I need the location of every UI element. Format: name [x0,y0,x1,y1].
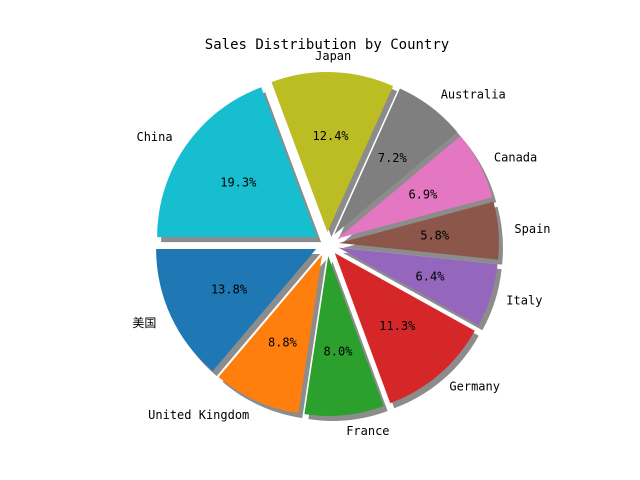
category-label-germany: Germany [449,380,500,394]
category-label-france: France [346,424,389,438]
slice-spain [338,201,499,260]
category-label-italy: Italy [506,294,542,308]
slice-china [157,87,318,238]
percent-label-japan: 12.4% [313,129,350,143]
percent-label-france: 8.0% [324,344,354,358]
category-label-china: China [136,130,172,144]
slice-slice-0 [156,249,317,372]
slice-germany [334,253,475,404]
slice-united-kingdom [218,254,323,414]
category-label-japan: Japan [315,49,351,63]
slice-japan [271,72,394,233]
category-label-canada: Canada [494,151,537,165]
category-labels: 美国 United Kingdom France Germany Italy Spain C… [132,49,550,438]
slice-italy [338,247,498,326]
category-label-united-kingdom: United Kingdom [148,408,249,422]
percent-label-italy: 6.4% [416,269,446,283]
slice-france [304,255,384,416]
percent-label-canada: 6.9% [408,187,438,201]
percent-label-spain: 5.8% [420,229,450,243]
category-label-slice-0: 美国 [132,316,156,330]
slice-canada [337,136,493,239]
percent-label-china: 19.3% [220,175,257,189]
percent-label-germany: 11.3% [379,319,416,333]
slice-australia [334,88,458,235]
percent-label-slice-0: 13.8% [211,282,248,296]
slices [156,72,499,416]
percent-label-united-kingdom: 8.8% [268,335,298,349]
category-label-australia: Australia [441,87,506,101]
percent-labels: 13.8% 8.8% 8.0% 11.3% 6.4% 5.8% 6.9% 7.2% 12.4% 1… [211,129,450,358]
chart-title: Sales Distribution by Country [205,37,449,53]
percent-label-australia: 7.2% [378,151,408,165]
category-label-spain: Spain [514,222,550,236]
